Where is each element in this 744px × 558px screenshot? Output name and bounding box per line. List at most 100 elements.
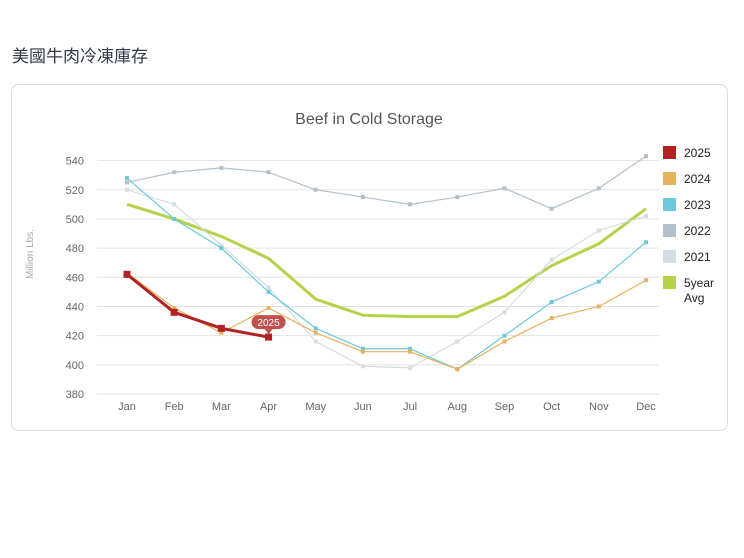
legend-swatch (663, 224, 676, 237)
data-point (313, 326, 318, 331)
data-point (170, 308, 178, 316)
legend-label: 5year Avg (684, 276, 715, 305)
series-2021 (125, 187, 648, 370)
data-point (219, 165, 224, 170)
data-point (313, 339, 318, 344)
x-tick-label: Oct (543, 401, 560, 413)
legend-item[interactable]: 2025 (663, 146, 714, 172)
tooltip-pointer (264, 329, 273, 335)
chart-card (11, 84, 728, 431)
data-point (455, 367, 460, 372)
data-point (172, 202, 177, 207)
x-tick-label: Jan (118, 401, 136, 413)
data-point (644, 278, 648, 283)
data-point (408, 349, 413, 354)
data-point (125, 180, 129, 185)
legend-label: 2025 (684, 146, 711, 160)
data-point (549, 206, 554, 211)
grid-lines (97, 160, 659, 395)
data-point (360, 195, 365, 200)
data-point (266, 170, 271, 175)
x-tick-label: Aug (447, 401, 467, 413)
data-point (596, 186, 601, 191)
chart-title: Beef in Cold Storage (295, 111, 443, 128)
x-tick-labels: Jan Feb Mar Apr May Jun Jul Aug Sep Oct Nov Dec (118, 401, 656, 413)
y-tick-label: 420 (66, 331, 84, 343)
legend-item[interactable]: 2024 (663, 172, 714, 198)
data-point (408, 365, 413, 370)
series-line (126, 155, 647, 210)
data-point (455, 195, 460, 200)
data-point (313, 187, 318, 192)
data-point (219, 243, 224, 248)
legend-label: 2021 (684, 250, 711, 264)
data-point (596, 228, 601, 233)
data-point (219, 330, 224, 335)
data-point (266, 285, 271, 290)
data-point (266, 289, 271, 294)
data-point (360, 349, 365, 354)
data-point (360, 364, 365, 369)
data-point (219, 246, 224, 251)
x-tick-label: Feb (165, 401, 184, 413)
data-point (123, 270, 131, 278)
tooltip-label: 2025 (257, 318, 280, 329)
data-point (408, 202, 413, 207)
data-point (265, 333, 273, 341)
legend-item[interactable]: 2021 (663, 250, 714, 276)
tooltip-box (251, 315, 286, 330)
data-point (549, 257, 554, 262)
y-tick-label: 480 (66, 243, 84, 255)
series-2023 (125, 176, 648, 372)
data-point (172, 170, 177, 175)
series-line (126, 202, 647, 319)
y-tick-label: 520 (66, 185, 84, 197)
data-point (644, 154, 648, 159)
y-tick-label: 400 (66, 360, 84, 372)
y-axis-label: Million Lbs. (25, 229, 36, 279)
data-point (596, 304, 601, 309)
data-point (549, 316, 554, 321)
series-line (126, 273, 269, 339)
series-5year-avg (126, 202, 647, 319)
series-lines (123, 154, 648, 372)
series-line (126, 272, 647, 370)
data-point (125, 176, 129, 181)
x-tick-label: Dec (636, 401, 656, 413)
y-tick-label: 380 (66, 389, 84, 401)
series-2025 (123, 270, 273, 341)
legend-item[interactable]: 2022 (663, 224, 714, 250)
y-tick-label: 460 (66, 272, 84, 284)
x-tick-label: May (305, 401, 326, 413)
data-point (644, 240, 648, 245)
series-line (126, 177, 647, 370)
x-tick-label: Jul (403, 401, 417, 413)
legend-swatch (663, 172, 676, 185)
data-point (313, 330, 318, 335)
data-point (408, 346, 413, 351)
legend-swatch (663, 250, 676, 263)
x-tick-label: Apr (260, 401, 277, 413)
x-tick-label: Jun (354, 401, 372, 413)
data-point (644, 214, 648, 219)
y-tick-label: 540 (66, 156, 84, 168)
legend-item[interactable]: 2023 (663, 198, 714, 224)
data-point (360, 346, 365, 351)
data-point (125, 187, 129, 192)
legend-item[interactable]: 5year Avg (663, 276, 714, 305)
x-tick-label: Nov (589, 401, 609, 413)
legend-swatch (663, 198, 676, 211)
legend-label: 2024 (684, 172, 711, 186)
legend-swatch (663, 276, 676, 289)
legend-label: 2022 (684, 224, 711, 238)
data-point (549, 300, 554, 305)
series-line (126, 189, 647, 369)
page-title: 美國牛肉冷凍庫存 (12, 47, 148, 67)
series-2022 (125, 154, 648, 211)
y-tick-labels: 380 400 420 440 460 480 500 520 540 (66, 156, 84, 401)
legend-label: 2023 (684, 198, 711, 212)
data-point (455, 339, 460, 344)
y-tick-label: 440 (66, 301, 84, 313)
data-point (502, 310, 507, 315)
